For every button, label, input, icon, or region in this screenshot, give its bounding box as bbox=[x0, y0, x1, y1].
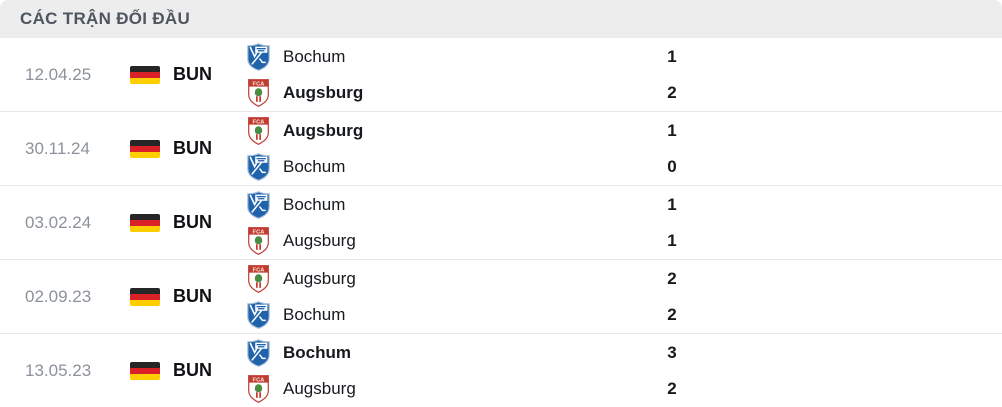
match-date: 02.09.23 bbox=[25, 286, 92, 306]
match-date: 12.04.25 bbox=[25, 64, 92, 84]
augsburg-crest-icon: FCA bbox=[245, 264, 271, 293]
score-value: 2 bbox=[667, 304, 677, 324]
bochum-crest-icon bbox=[245, 190, 271, 219]
germany-flag-icon bbox=[130, 213, 160, 232]
team-name: Bochum bbox=[283, 156, 346, 176]
augsburg-crest-icon: FCA bbox=[245, 78, 271, 107]
league-badge: BUN bbox=[130, 286, 218, 307]
league-code[interactable]: BUN bbox=[173, 64, 212, 84]
match-date: 03.02.24 bbox=[25, 212, 92, 232]
bochum-crest-icon bbox=[245, 338, 271, 367]
league-badge: BUN bbox=[130, 360, 218, 381]
svg-text:FCA: FCA bbox=[252, 81, 265, 87]
team-name: Augsburg bbox=[283, 378, 356, 398]
league-code[interactable]: BUN bbox=[173, 360, 212, 380]
germany-flag-icon bbox=[130, 139, 160, 158]
augsburg-crest-icon: FCA bbox=[245, 226, 271, 255]
match-date: 13.05.23 bbox=[25, 360, 92, 380]
team-line: FCA Augsburg 2 bbox=[245, 371, 687, 407]
score-value: 0 bbox=[667, 156, 677, 176]
germany-flag-icon bbox=[130, 361, 160, 380]
svg-text:FCA: FCA bbox=[252, 229, 265, 235]
league-code[interactable]: BUN bbox=[173, 138, 212, 158]
match-row[interactable]: 30.11.24 BUN FCA Augsburg 1 bbox=[0, 111, 1002, 185]
match-teams: Bochum 1 FCA Augsburg 2 bbox=[245, 39, 687, 111]
team-line: Bochum 1 bbox=[245, 187, 687, 223]
score-value: 1 bbox=[667, 120, 677, 140]
bochum-crest-icon bbox=[245, 42, 271, 71]
score-value: 2 bbox=[667, 378, 677, 398]
team-line: FCA Augsburg 2 bbox=[245, 75, 687, 111]
augsburg-crest-icon: FCA bbox=[245, 374, 271, 403]
match-teams: FCA Augsburg 1 Bochum 0 bbox=[245, 113, 687, 185]
team-line: FCA Augsburg 1 bbox=[245, 223, 687, 259]
league-code[interactable]: BUN bbox=[173, 286, 212, 306]
league-code[interactable]: BUN bbox=[173, 212, 212, 232]
team-line: FCA Augsburg 2 bbox=[245, 261, 687, 297]
team-name: Bochum bbox=[283, 304, 346, 324]
league-badge: BUN bbox=[130, 138, 218, 159]
svg-text:FCA: FCA bbox=[252, 267, 265, 273]
league-badge: BUN bbox=[130, 64, 218, 85]
team-line: FCA Augsburg 1 bbox=[245, 113, 687, 149]
svg-text:FCA: FCA bbox=[252, 377, 265, 383]
team-line: Bochum 2 bbox=[245, 297, 687, 333]
team-name: Augsburg bbox=[283, 82, 364, 102]
team-name: Augsburg bbox=[283, 268, 356, 288]
match-teams: Bochum 3 FCA Augsburg 2 bbox=[245, 335, 687, 407]
augsburg-crest-icon: FCA bbox=[245, 116, 271, 145]
svg-text:FCA: FCA bbox=[252, 119, 265, 125]
match-row[interactable]: 12.04.25 BUN Bochum 1 FCA bbox=[0, 38, 1002, 111]
germany-flag-icon bbox=[130, 287, 160, 306]
bochum-crest-icon bbox=[245, 152, 271, 181]
bochum-crest-icon bbox=[245, 300, 271, 329]
team-line: Bochum 3 bbox=[245, 335, 687, 371]
team-name: Bochum bbox=[283, 194, 346, 214]
germany-flag-icon bbox=[130, 65, 160, 84]
matches-list: 12.04.25 BUN Bochum 1 FCA bbox=[0, 38, 1002, 407]
match-row[interactable]: 03.02.24 BUN Bochum 1 FCA bbox=[0, 185, 1002, 259]
score-value: 1 bbox=[667, 194, 677, 214]
match-teams: Bochum 1 FCA Augsburg 1 bbox=[245, 187, 687, 259]
score-value: 2 bbox=[667, 82, 677, 102]
team-line: Bochum 0 bbox=[245, 149, 687, 185]
league-badge: BUN bbox=[130, 212, 218, 233]
team-name: Augsburg bbox=[283, 230, 356, 250]
score-value: 1 bbox=[667, 230, 677, 250]
match-row[interactable]: 13.05.23 BUN Bochum 3 FCA bbox=[0, 333, 1002, 407]
team-line: Bochum 1 bbox=[245, 39, 687, 75]
team-name: Bochum bbox=[283, 342, 351, 362]
match-teams: FCA Augsburg 2 Bochum 2 bbox=[245, 261, 687, 333]
match-row[interactable]: 02.09.23 BUN FCA Augsburg 2 bbox=[0, 259, 1002, 333]
team-name: Bochum bbox=[283, 46, 346, 66]
section-header: CÁC TRẬN ĐỐI ĐẦU bbox=[0, 0, 1002, 38]
score-value: 3 bbox=[667, 342, 677, 362]
match-date: 30.11.24 bbox=[25, 138, 90, 158]
team-name: Augsburg bbox=[283, 120, 364, 140]
score-value: 2 bbox=[667, 268, 677, 288]
section-title: CÁC TRẬN ĐỐI ĐẦU bbox=[20, 9, 191, 28]
score-value: 1 bbox=[667, 46, 677, 66]
